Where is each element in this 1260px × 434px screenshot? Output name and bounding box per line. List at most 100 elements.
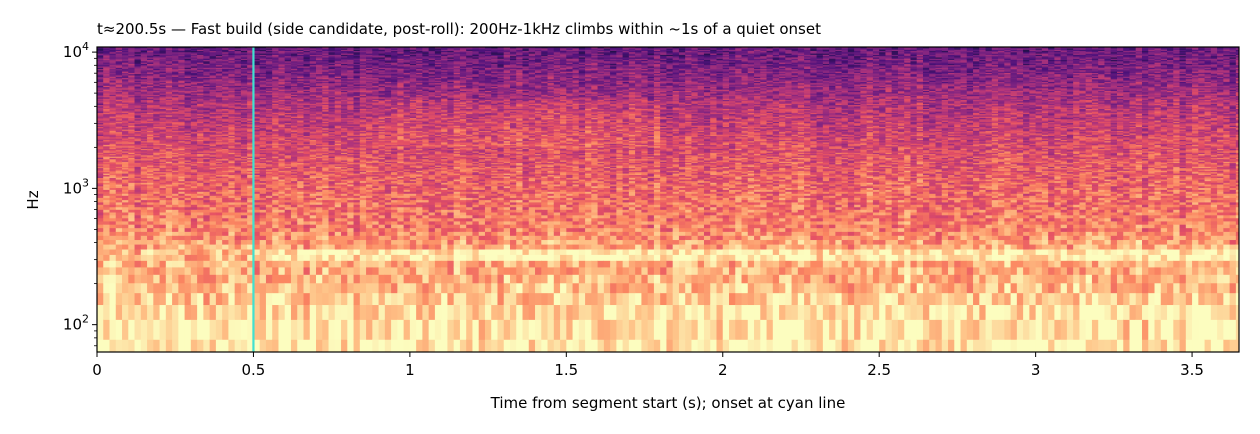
spectrogram-cell [222,304,229,319]
spectrogram-cell [166,293,173,305]
spectrogram-cell [285,260,292,267]
spectrogram-cell [278,339,285,359]
spectrogram-cell [266,293,273,305]
spectrogram-cell [285,231,292,236]
spectrogram-cell [278,231,285,236]
spectrogram-cell [222,274,229,283]
spectrogram-cell [210,235,217,240]
spectrogram-cell [128,239,135,244]
spectrogram-cell [210,254,217,261]
spectrogram-cell [260,274,267,283]
spectrogram-cell [241,228,248,232]
spectrogram-cell [166,228,173,232]
spectrogram-cell [322,274,329,283]
spectrogram-cell [191,283,198,293]
spectrogram-cell [316,254,323,261]
spectrogram-cell [316,231,323,236]
spectrogram-cell [266,231,273,236]
spectrogram-cell [141,304,148,319]
spectrogram-cell [291,228,298,232]
spectrogram-cell [266,249,273,255]
spectrogram-cell [135,283,142,293]
spectrogram-cell [110,231,117,236]
spectrogram-cell [310,239,317,244]
spectrogram-cell [185,249,192,255]
spectrogram-cell [110,319,117,339]
spectrogram-cell [185,293,192,305]
spectrogram-cell [216,239,223,244]
spectrogram-cell [235,304,242,319]
spectrogram-cell [166,249,173,255]
spectrogram-cell [203,249,210,255]
spectrogram-cell [191,254,198,261]
spectrogram-cell [310,254,317,261]
spectrogram-cell [122,235,129,240]
spectrogram-cell [147,254,154,261]
spectrogram-cell [110,254,117,261]
spectrogram-cell [153,249,160,255]
spectrogram-cell [272,244,279,250]
spectrogram-cell [216,249,223,255]
spectrogram-cell [147,267,154,275]
spectrogram-cell [178,254,185,261]
spectrogram-cell [97,339,104,359]
spectrogram-cell [197,235,204,240]
spectrogram-cell [153,283,160,293]
spectrogram-cell [304,293,311,305]
spectrogram-cell [185,254,192,261]
spectrogram-cell [135,249,142,255]
spectrogram-cell [147,239,154,244]
spectrogram-cell [216,244,223,250]
spectrogram-cell [153,293,160,305]
spectrogram-cell [166,267,173,275]
spectrogram-cells [97,47,1243,359]
spectrogram-cell [103,224,110,228]
spectrogram-cell [160,254,167,261]
spectrogram-cell [97,231,104,236]
spectrogram-cell [110,274,117,283]
spectrogram-cell [160,319,167,339]
spectrogram-cell [228,319,235,339]
spectrogram-cell [197,239,204,244]
spectrogram-cell [228,244,235,250]
spectrogram-cell [103,267,110,275]
spectrogram-cell [241,235,248,240]
spectrogram-cell [135,293,142,305]
spectrogram-cell [216,339,223,359]
spectrogram-cell [116,267,123,275]
spectrogram-cell [110,249,117,255]
spectrogram-cell [97,267,104,275]
spectrogram-cell [291,319,298,339]
spectrogram-cell [172,304,179,319]
spectrogram-cell [266,235,273,240]
spectrogram-cell [285,293,292,305]
spectrogram-cell [285,244,292,250]
spectrogram-cell [110,339,117,359]
spectrogram-cell [122,319,129,339]
spectrogram-cell [241,319,248,339]
spectrogram-cell [128,249,135,255]
spectrogram-cell [235,239,242,244]
spectrogram-cell [147,244,154,250]
spectrogram-cell [203,224,210,228]
spectrogram-cell [278,228,285,232]
spectrogram-cell [228,304,235,319]
spectrogram-cell [285,254,292,261]
spectrogram-cell [203,244,210,250]
spectrogram-cell [304,244,311,250]
spectrogram-cell [135,224,142,228]
spectrogram-cell [278,319,285,339]
spectrogram-cell [97,260,104,267]
spectrogram-cell [172,274,179,283]
spectrogram-cell [285,283,292,293]
spectrogram-cell [316,228,323,232]
spectrogram-cell [304,249,311,255]
spectrogram-cell [103,235,110,240]
spectrogram-cell [135,244,142,250]
spectrogram-cell [228,235,235,240]
plot-area [97,47,1243,359]
spectrogram-cell [185,260,192,267]
spectrogram-cell [260,224,267,228]
spectrogram-cell [316,267,323,275]
spectrogram-cell [210,260,217,267]
